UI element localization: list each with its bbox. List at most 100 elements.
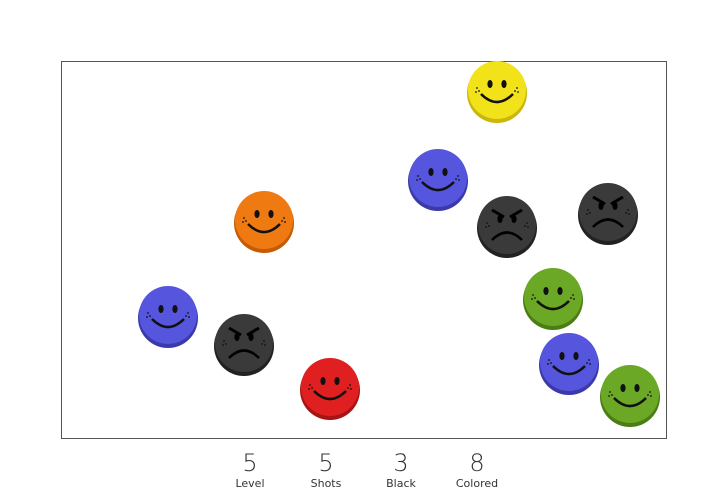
mouth <box>247 223 281 234</box>
brow <box>592 195 606 206</box>
freckle <box>589 363 591 365</box>
mouth <box>151 318 185 329</box>
freckle <box>628 213 630 215</box>
face <box>409 149 467 207</box>
colored-face[interactable] <box>138 286 198 348</box>
colored-face[interactable] <box>234 191 294 253</box>
freckle <box>589 212 591 214</box>
face <box>235 191 293 249</box>
freckle <box>524 225 526 227</box>
freckle <box>284 221 286 223</box>
colored-face[interactable] <box>408 149 468 211</box>
freckle <box>281 220 283 222</box>
eye <box>487 80 493 88</box>
freckle <box>488 225 490 227</box>
freckle <box>534 297 536 299</box>
freckle <box>455 178 457 180</box>
freckle <box>587 209 589 211</box>
eye <box>158 305 164 313</box>
eye <box>254 210 260 218</box>
freckle <box>588 359 590 361</box>
freckle <box>526 222 528 224</box>
freckle <box>147 312 149 314</box>
freckle <box>573 298 575 300</box>
eye <box>268 210 274 218</box>
eye <box>557 287 563 295</box>
eye <box>320 377 326 385</box>
freckle <box>349 384 351 386</box>
freckle <box>475 91 477 93</box>
freckle <box>185 315 187 317</box>
stat-value: 8 <box>469 449 484 477</box>
colored-face[interactable] <box>523 268 583 330</box>
freckle <box>516 87 518 89</box>
freckle <box>647 394 649 396</box>
freckle <box>608 395 610 397</box>
freckle <box>649 391 651 393</box>
eye <box>501 80 507 88</box>
black-face[interactable] <box>578 183 638 245</box>
stat-value: 5 <box>318 449 333 477</box>
stat-value: 3 <box>393 449 408 477</box>
brow <box>491 208 505 219</box>
freckle <box>350 388 352 390</box>
stat-label: Colored <box>456 477 498 490</box>
colored-face[interactable] <box>600 365 660 427</box>
freckle <box>611 394 613 396</box>
freckle <box>419 178 421 180</box>
eye <box>620 384 626 392</box>
eye <box>172 305 178 313</box>
mouth <box>421 181 455 192</box>
colored-face[interactable] <box>300 358 360 420</box>
face <box>579 183 637 241</box>
freckle <box>149 315 151 317</box>
black-face[interactable] <box>477 196 537 258</box>
mouth <box>491 231 523 241</box>
eye <box>573 352 579 360</box>
stat-label: Black <box>386 477 416 490</box>
freckle <box>476 87 478 89</box>
freckle <box>188 316 190 318</box>
freckle <box>458 179 460 181</box>
mouth <box>480 93 514 104</box>
face <box>139 286 197 344</box>
freckle <box>283 217 285 219</box>
mouth <box>313 390 347 401</box>
freckle <box>311 387 313 389</box>
freckle <box>650 395 652 397</box>
mouth <box>552 365 586 376</box>
freckle <box>586 213 588 215</box>
freckle <box>187 312 189 314</box>
freckle <box>609 391 611 393</box>
eye <box>559 352 565 360</box>
freckle <box>570 297 572 299</box>
mouth <box>592 218 624 228</box>
freckle <box>478 90 480 92</box>
freckle <box>242 221 244 223</box>
freckle <box>146 316 148 318</box>
colored-face[interactable] <box>539 333 599 395</box>
face <box>468 61 526 119</box>
stat-value: 5 <box>242 449 257 477</box>
freckle <box>222 344 224 346</box>
freckle <box>243 217 245 219</box>
freckle <box>517 91 519 93</box>
freckle <box>308 388 310 390</box>
freckle <box>514 90 516 92</box>
brow <box>610 195 624 206</box>
freckle <box>263 340 265 342</box>
face <box>478 196 536 254</box>
face <box>601 365 659 423</box>
black-face[interactable] <box>214 314 274 376</box>
freckle <box>457 175 459 177</box>
face <box>540 333 598 391</box>
colored-face[interactable] <box>467 61 527 123</box>
freckle <box>547 363 549 365</box>
face <box>215 314 273 372</box>
brow <box>228 326 242 337</box>
freckle <box>532 294 534 296</box>
freckle <box>309 384 311 386</box>
freckle <box>416 179 418 181</box>
freckle <box>548 359 550 361</box>
